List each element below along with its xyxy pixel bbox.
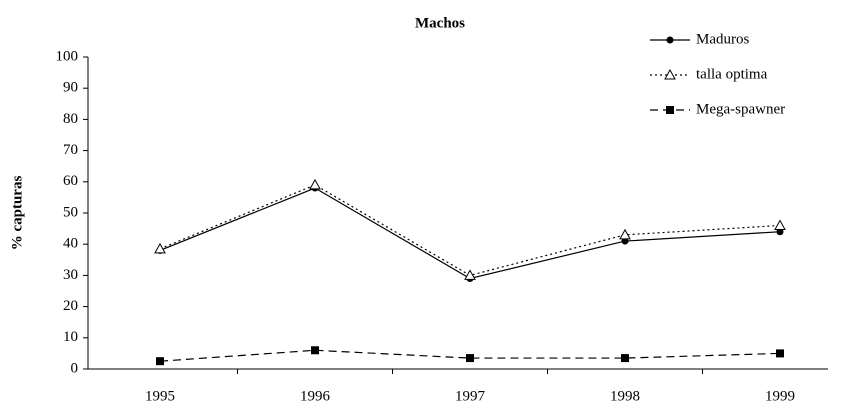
data-point bbox=[464, 269, 476, 280]
chart-title: Machos bbox=[415, 15, 465, 31]
x-tick-label: 1995 bbox=[145, 388, 175, 404]
legend-marker bbox=[664, 68, 676, 80]
legend-label: Maduros bbox=[696, 31, 749, 47]
legend-label: talla optima bbox=[696, 66, 768, 82]
series-line bbox=[159, 184, 781, 277]
y-axis-label: % capturas bbox=[9, 176, 25, 251]
y-tick-label: 50 bbox=[63, 204, 78, 220]
legend-label: Mega-spawner bbox=[696, 101, 785, 117]
y-tick-label: 90 bbox=[63, 80, 78, 96]
data-point bbox=[154, 242, 166, 254]
y-tick-label: 20 bbox=[63, 298, 78, 314]
legend-marker bbox=[666, 106, 674, 114]
data-point bbox=[156, 357, 164, 366]
x-tick-label: 1996 bbox=[300, 388, 331, 404]
y-tick-label: 60 bbox=[63, 173, 78, 189]
y-tick-label: 70 bbox=[63, 142, 78, 158]
y-tick-label: 100 bbox=[56, 48, 79, 64]
data-point bbox=[311, 346, 319, 355]
legend-marker bbox=[666, 36, 674, 44]
y-tick-label: 10 bbox=[63, 329, 78, 345]
series-line bbox=[159, 187, 781, 280]
data-point bbox=[774, 219, 786, 230]
y-tick-label: 30 bbox=[63, 267, 78, 283]
y-tick-label: 0 bbox=[71, 360, 79, 376]
x-tick-label: 1999 bbox=[765, 388, 795, 404]
y-tick-label: 80 bbox=[63, 111, 78, 127]
data-point bbox=[621, 354, 629, 363]
data-point bbox=[466, 354, 474, 363]
x-tick-label: 1998 bbox=[610, 388, 640, 404]
y-tick-label: 40 bbox=[63, 236, 78, 252]
data-point bbox=[309, 178, 321, 190]
data-point bbox=[776, 349, 784, 358]
x-tick-label: 1997 bbox=[455, 388, 486, 404]
data-point bbox=[619, 228, 631, 240]
